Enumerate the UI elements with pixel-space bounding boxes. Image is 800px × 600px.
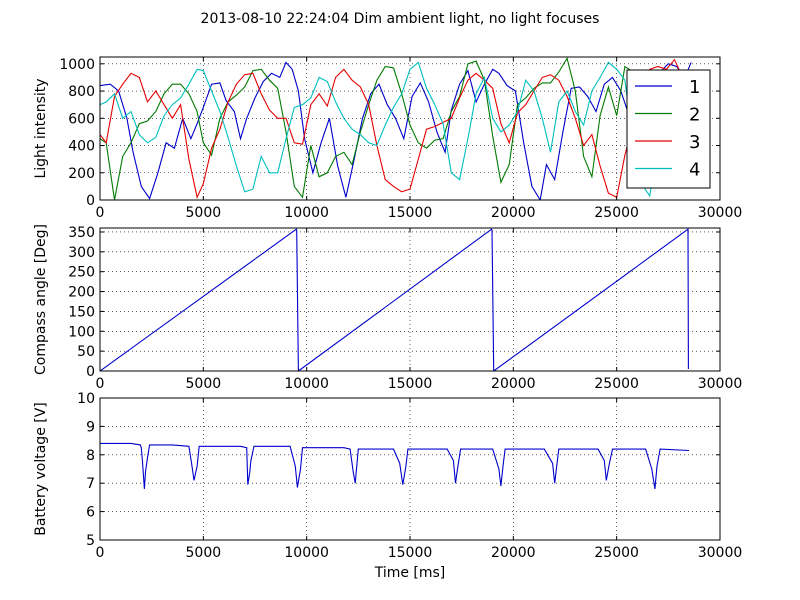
y-tick-label: 0 bbox=[86, 364, 95, 380]
x-tick-label: 30000 bbox=[698, 376, 743, 392]
y-tick-label: 100 bbox=[68, 324, 95, 340]
series-line-4 bbox=[100, 61, 684, 198]
y-axis-label: Compass angle [Deg] bbox=[33, 224, 49, 375]
x-tick-label: 20000 bbox=[491, 545, 536, 561]
legend-label-2: 2 bbox=[689, 105, 700, 126]
figure-title: 2013-08-10 22:24:04 Dim ambient light, n… bbox=[201, 11, 600, 27]
legend-label-4: 4 bbox=[689, 160, 700, 181]
x-tick-label: 25000 bbox=[594, 205, 639, 221]
series-line-1 bbox=[100, 228, 689, 371]
legend: 1 2 3 4 bbox=[626, 69, 711, 189]
y-tick-label: 150 bbox=[68, 304, 95, 320]
series-line-2 bbox=[100, 57, 684, 200]
x-tick-label: 20000 bbox=[491, 376, 536, 392]
x-tick-label: 30000 bbox=[698, 545, 743, 561]
series-line-3 bbox=[100, 58, 684, 200]
panel-3: 0 5000 10000 15000 20000 25000 30000 5 6 7 8 9 10 Bat… bbox=[33, 391, 742, 581]
x-tick-label: 25000 bbox=[594, 376, 639, 392]
x-tick-label: 0 bbox=[96, 545, 105, 561]
y-tick-label: 50 bbox=[77, 344, 95, 360]
y-axis-label: Light intensity bbox=[33, 78, 49, 178]
plot-frame bbox=[99, 227, 721, 372]
x-tick-label: 0 bbox=[96, 205, 105, 221]
y-tick-label: 200 bbox=[68, 166, 95, 182]
series-line-1 bbox=[100, 61, 692, 200]
y-tick-label: 350 bbox=[68, 225, 95, 241]
x-tick-label: 10000 bbox=[284, 205, 329, 221]
x-axis-label: Time [ms] bbox=[374, 565, 446, 581]
y-tick-label: 5 bbox=[86, 533, 95, 549]
x-tick-label: 20000 bbox=[491, 205, 536, 221]
x-tick-label: 10000 bbox=[284, 545, 329, 561]
y-axis-label: Battery voltage [V] bbox=[33, 402, 49, 536]
series-line-1 bbox=[100, 442, 690, 489]
y-tick-label: 6 bbox=[86, 505, 95, 521]
x-tick-label: 0 bbox=[96, 376, 105, 392]
panel-1: 0 5000 10000 15000 20000 25000 30000 0 200 400 600… bbox=[33, 56, 743, 221]
x-tick-label: 30000 bbox=[698, 205, 743, 221]
y-tick-label: 9 bbox=[86, 419, 95, 435]
y-tick-label: 300 bbox=[68, 245, 95, 261]
x-tick-label: 15000 bbox=[388, 376, 433, 392]
y-tick-label: 10 bbox=[77, 391, 95, 407]
x-tick-label: 5000 bbox=[186, 545, 222, 561]
y-tick-label: 800 bbox=[68, 84, 95, 100]
x-tick-label: 25000 bbox=[594, 545, 639, 561]
x-tick-label: 5000 bbox=[186, 205, 222, 221]
x-tick-label: 15000 bbox=[388, 205, 433, 221]
y-tick-label: 8 bbox=[86, 448, 95, 464]
y-tick-label: 1000 bbox=[59, 57, 95, 73]
y-tick-label: 600 bbox=[68, 111, 95, 127]
x-tick-label: 5000 bbox=[186, 376, 222, 392]
x-tick-label: 15000 bbox=[388, 545, 433, 561]
y-tick-label: 200 bbox=[68, 285, 95, 301]
legend-label-3: 3 bbox=[689, 132, 700, 153]
panel-2: 0 5000 10000 15000 20000 25000 300000501001502… bbox=[33, 224, 742, 392]
y-tick-label: 400 bbox=[68, 139, 95, 155]
y-tick-label: 0 bbox=[86, 193, 95, 209]
y-tick-label: 250 bbox=[68, 265, 95, 281]
legend-label-1: 1 bbox=[689, 77, 700, 98]
y-tick-label: 7 bbox=[86, 476, 95, 492]
x-tick-label: 10000 bbox=[284, 376, 329, 392]
